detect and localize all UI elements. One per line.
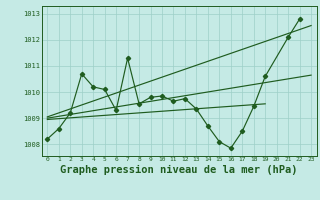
X-axis label: Graphe pression niveau de la mer (hPa): Graphe pression niveau de la mer (hPa) (60, 165, 298, 175)
